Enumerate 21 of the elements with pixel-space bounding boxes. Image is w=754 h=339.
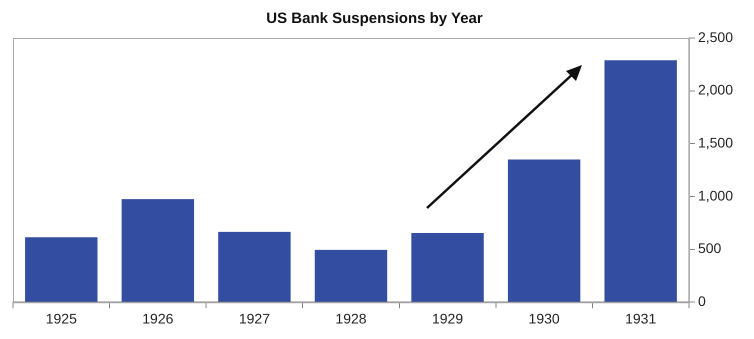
bar	[122, 199, 194, 302]
chart-title: US Bank Suspensions by Year	[266, 10, 483, 28]
y-tick-label: 2,000	[698, 82, 734, 98]
x-tick-label: 1927	[238, 310, 270, 326]
x-tick-label: 1926	[142, 310, 174, 326]
bar	[604, 60, 677, 302]
x-tick-label: 1929	[432, 310, 464, 326]
y-tick-label: 1,000	[698, 187, 734, 204]
x-tick-label: 1925	[46, 310, 78, 326]
bar	[25, 237, 98, 302]
y-tick-label: 1,500	[698, 134, 734, 151]
x-tick-label: 1928	[335, 310, 367, 326]
x-tick-label: 1931	[625, 310, 656, 326]
bar	[411, 232, 484, 302]
y-tick-label: 500	[698, 240, 722, 256]
bar	[218, 232, 291, 302]
bar	[508, 160, 580, 302]
y-tick-label: 0	[698, 293, 706, 310]
bar	[314, 250, 388, 302]
y-tick-label: 2,500	[698, 28, 734, 45]
x-tick-label: 1930	[528, 310, 560, 326]
